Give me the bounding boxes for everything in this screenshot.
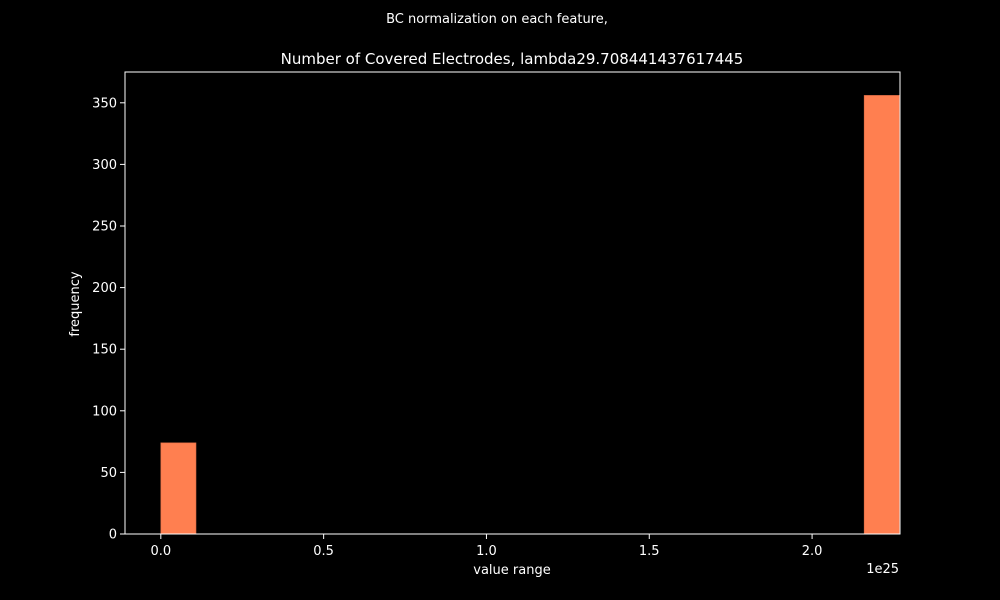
x-tick-label: 2.0 <box>802 544 823 559</box>
x-tick-label: 1.0 <box>476 544 497 559</box>
histogram-bar <box>160 442 197 535</box>
y-tick-label: 250 <box>92 220 117 235</box>
histogram-bars <box>160 95 900 535</box>
y-tick-label: 100 <box>92 404 117 419</box>
y-tick-label: 200 <box>92 281 117 296</box>
y-axis-label: frequency <box>68 271 83 337</box>
y-tick-label: 150 <box>92 343 117 358</box>
x-axis-offset-label: 1e25 <box>866 562 899 577</box>
y-tick-label: 0 <box>109 528 117 543</box>
figure-suptitle: BC normalization on each feature, <box>386 12 608 27</box>
chart-title: Number of Covered Electrodes, lambda29.7… <box>281 50 744 68</box>
y-tick-label: 350 <box>92 96 117 111</box>
x-tick-label: 0.0 <box>150 544 171 559</box>
x-tick-label: 0.5 <box>313 544 334 559</box>
histogram-bar <box>863 95 900 535</box>
y-tick-label: 50 <box>100 466 117 481</box>
y-axis-ticks: 0 50 100 150 200 250 300 350 <box>92 96 125 543</box>
x-axis-ticks: 0.0 0.5 1.0 1.5 2.0 <box>150 534 822 559</box>
y-tick-label: 300 <box>92 158 117 173</box>
x-axis-label: value range <box>473 563 550 578</box>
plot-area-frame <box>124 71 901 535</box>
x-tick-label: 1.5 <box>639 544 660 559</box>
